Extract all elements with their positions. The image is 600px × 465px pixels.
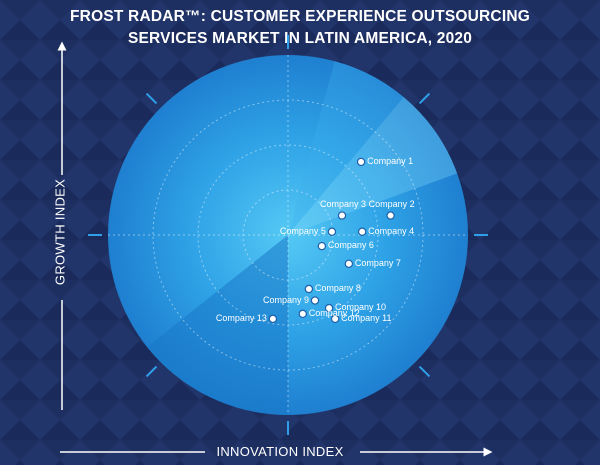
data-point-2 xyxy=(386,211,395,220)
data-point-8 xyxy=(304,284,314,294)
point-label-2: Company 2 xyxy=(368,198,415,209)
point-label-1: Company 1 xyxy=(367,155,414,166)
point-label-7: Company 7 xyxy=(354,257,401,268)
data-point-9 xyxy=(310,296,320,305)
data-point-10 xyxy=(324,303,334,313)
point-label-12: Company 12 xyxy=(308,307,360,318)
data-point-4 xyxy=(357,227,367,236)
radar-tick-mark xyxy=(145,365,158,378)
y-axis-label: GROWTH INDEX xyxy=(52,178,68,286)
point-label-6: Company 6 xyxy=(327,240,374,251)
radar-tick-mark xyxy=(145,92,158,105)
data-point-11 xyxy=(330,314,340,324)
data-point-7 xyxy=(344,259,354,268)
data-point-3 xyxy=(337,211,347,220)
data-point-13 xyxy=(268,314,278,324)
point-label-5: Company 5 xyxy=(279,225,326,236)
point-label-9: Company 9 xyxy=(262,294,309,305)
chart-title-line-2: SERVICES MARKET IN LATIN AMERICA, 2020 xyxy=(127,30,473,47)
radar-sector-lower-left xyxy=(147,235,288,415)
radar-ring xyxy=(152,99,424,371)
radar-sector-upper-right xyxy=(288,97,458,235)
point-label-13: Company 13 xyxy=(215,312,267,323)
radar-ring xyxy=(197,144,379,326)
point-label-3: Company 3 xyxy=(320,198,367,209)
data-point-1 xyxy=(356,157,366,167)
point-label-11: Company 11 xyxy=(341,312,392,323)
point-label-8: Company 8 xyxy=(314,283,361,293)
data-point-5 xyxy=(327,227,337,236)
x-axis-label: INNOVATION INDEX xyxy=(216,444,344,459)
data-point-6 xyxy=(317,241,327,251)
point-label-10: Company 10 xyxy=(335,302,387,313)
data-point-12 xyxy=(298,309,307,319)
chart-title-line-1: FROST RADAR™: CUSTOMER EXPERIENCE OUTSOU… xyxy=(70,8,530,25)
radar-tick-mark xyxy=(418,365,431,378)
radar-sector-upper xyxy=(288,61,404,236)
point-label-4: Company 4 xyxy=(368,225,415,236)
radar-tick-mark xyxy=(418,92,431,105)
